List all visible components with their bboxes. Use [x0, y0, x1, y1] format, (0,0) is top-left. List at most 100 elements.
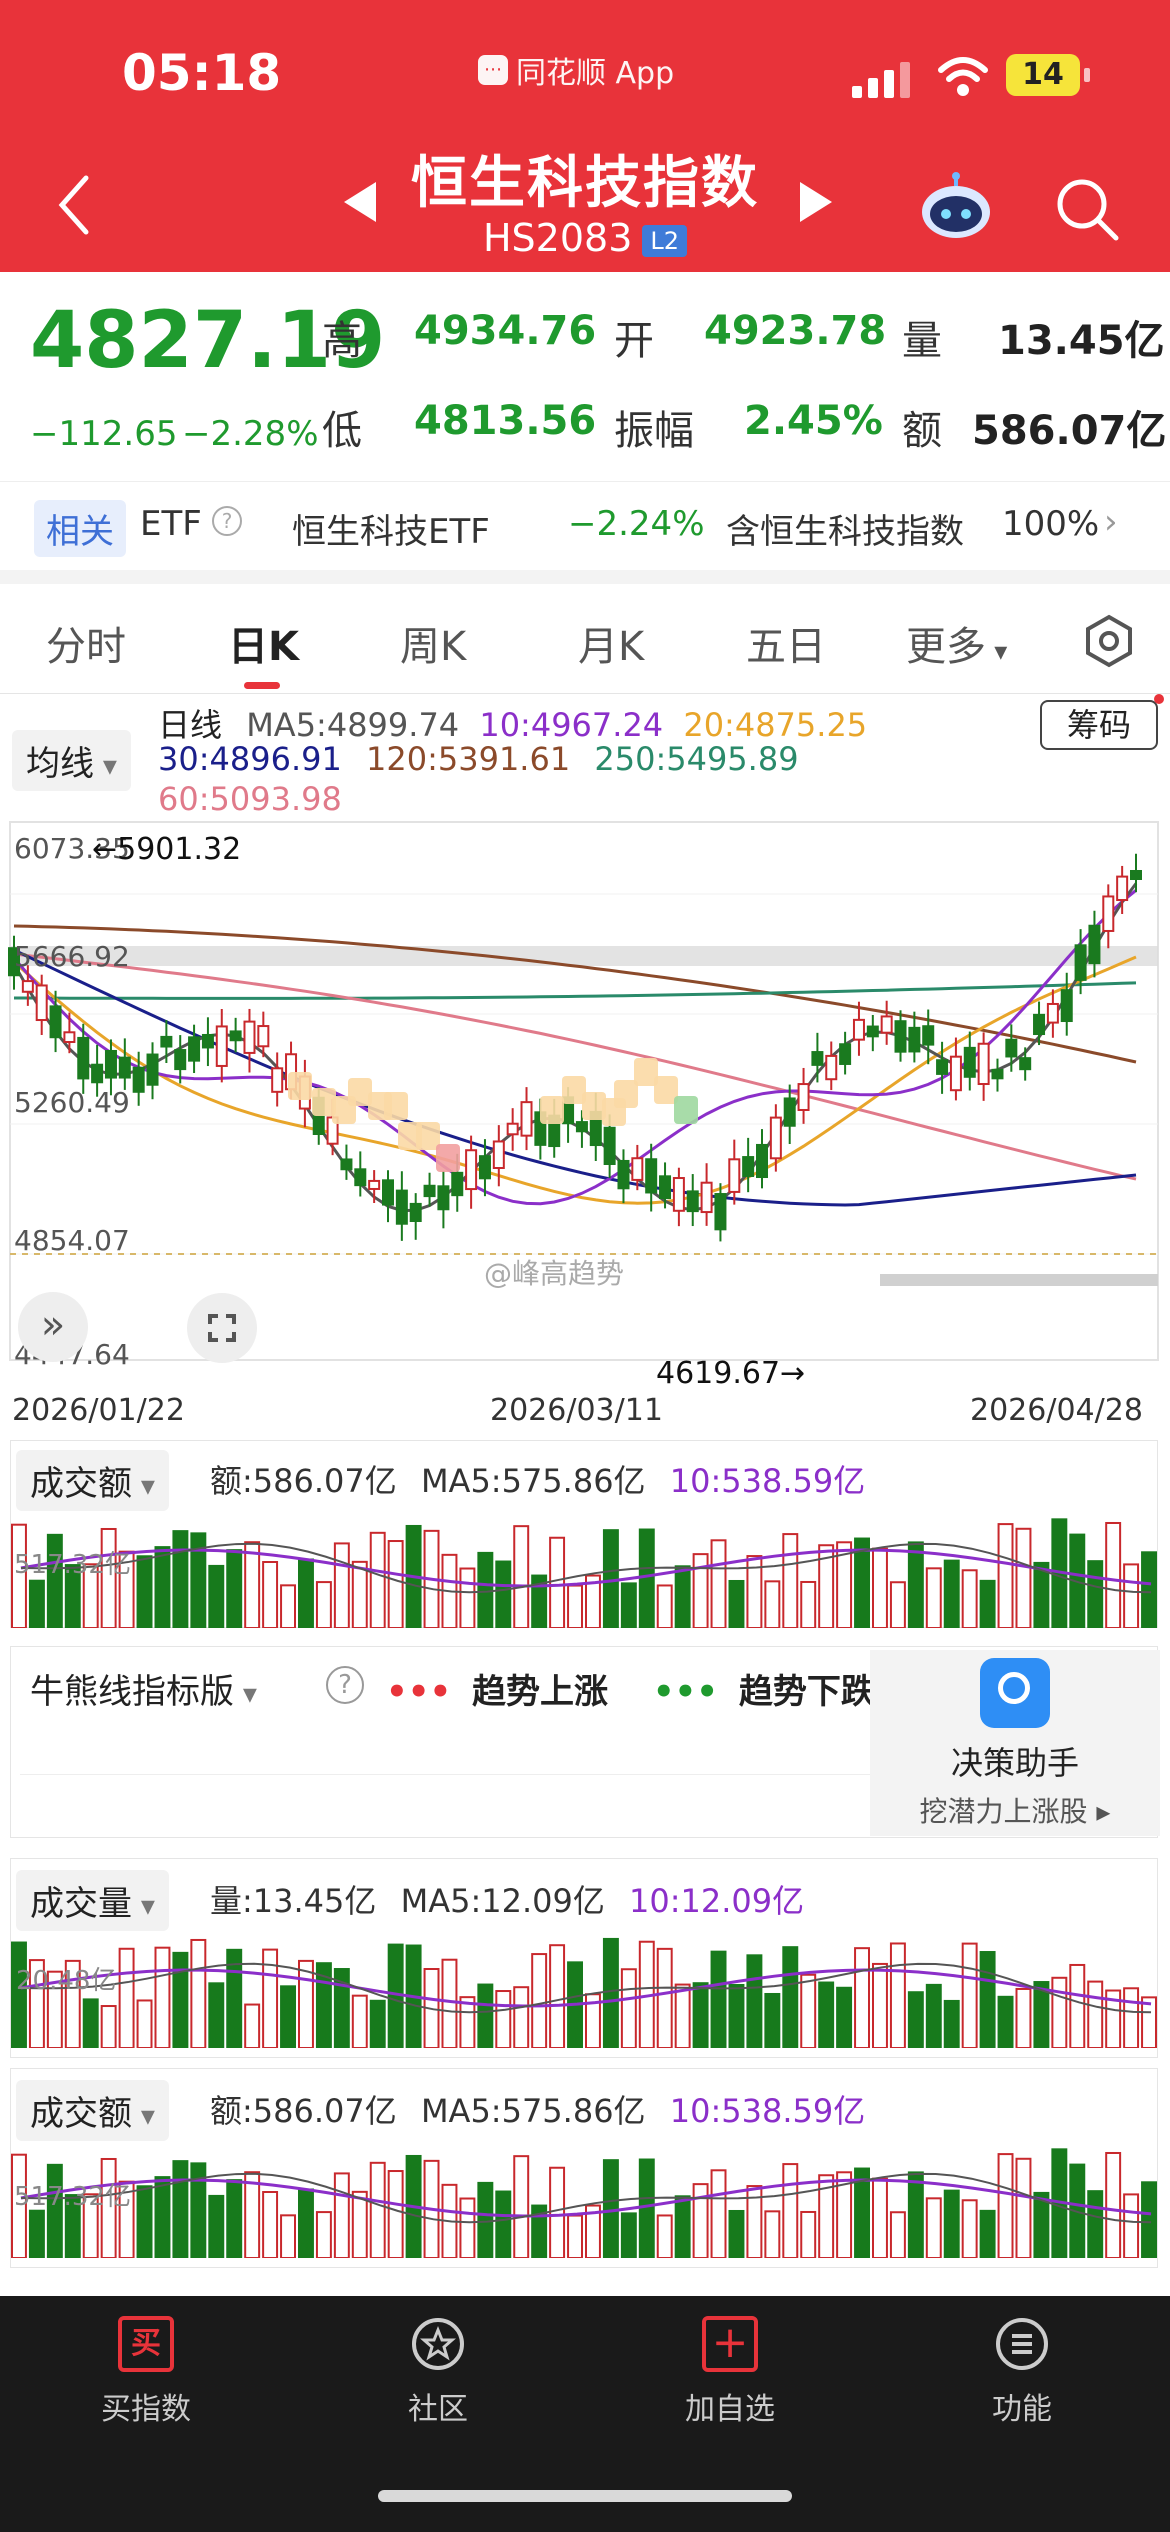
- ind3-axis-label: 517.32亿: [14, 2182, 131, 2212]
- candle-up: [769, 1116, 782, 1160]
- bar-down: [674, 1565, 691, 1628]
- etf-name[interactable]: 恒生科技ETF: [292, 512, 490, 552]
- bar-down: [298, 2188, 314, 2258]
- ind2-axis-label: 20.48亿: [16, 1966, 117, 1996]
- chart-tabs: 分时 日K 周K 月K 五日 更多 ▾: [0, 584, 1170, 694]
- bar-up: [333, 1542, 350, 1628]
- fullscreen-icon[interactable]: [186, 1292, 258, 1364]
- candle-down: [132, 1066, 145, 1093]
- chip-distribution-button[interactable]: 筹码: [1040, 700, 1158, 750]
- ma-selector[interactable]: 均线: [12, 730, 131, 791]
- tab-monthly-k[interactable]: 月K: [578, 624, 645, 670]
- candle-down: [839, 1043, 852, 1065]
- quote-panel: 4827.19 −112.65 −2.28% 高 4934.76 开 4923.…: [0, 272, 1170, 482]
- bar-down: [620, 2212, 637, 2258]
- candle-down: [991, 1068, 1004, 1080]
- nav-buy-index[interactable]: 买 买指数: [46, 2316, 246, 2428]
- tab-daily-k[interactable]: 日K: [228, 624, 299, 670]
- help-icon[interactable]: ?: [212, 506, 242, 536]
- bull-bear-selector[interactable]: 牛熊线指标版: [16, 1658, 271, 1719]
- bar-down: [28, 1579, 45, 1628]
- amount2-selector[interactable]: 成交额: [16, 2080, 169, 2141]
- ind3-ma5: MA5:575.86亿: [420, 2092, 646, 2130]
- related-etf-bar[interactable]: 相关 ETF ? 恒生科技ETF −2.24% 含恒生科技指数 100% ›: [0, 490, 1170, 562]
- kline-bands: [10, 946, 1158, 1286]
- signal-mark: [654, 1076, 678, 1104]
- bar-down: [172, 2160, 189, 2258]
- high-value: 4934.76: [414, 308, 597, 354]
- bull-bear-help-icon[interactable]: ?: [326, 1666, 364, 1704]
- signal-mark: [348, 1078, 372, 1106]
- resistance-band: [10, 946, 1158, 966]
- nav-add-watchlist[interactable]: + 加自选: [630, 2316, 830, 2428]
- ind2-ma5: MA5:12.09亿: [400, 1882, 605, 1920]
- bar-ma10-line: [20, 1968, 1152, 2008]
- candle-up: [243, 1020, 256, 1054]
- bar-up: [513, 2155, 530, 2258]
- candle-down: [437, 1185, 450, 1211]
- bar-up: [889, 1942, 906, 2048]
- candle-up: [215, 1025, 228, 1067]
- bar-up: [782, 2163, 799, 2258]
- nav-add-watch-label: 加自选: [685, 2392, 775, 2427]
- tab-five-day[interactable]: 五日: [746, 624, 826, 670]
- previous-index-icon[interactable]: [344, 182, 376, 222]
- bar-up: [1015, 1987, 1032, 2048]
- ma10-value: 10:4967.24: [479, 706, 664, 744]
- candle-down: [1088, 924, 1101, 965]
- next-index-icon[interactable]: [800, 182, 832, 222]
- bar-up: [1123, 1563, 1140, 1628]
- bar-down: [154, 1546, 171, 1628]
- bar-up: [782, 1533, 799, 1628]
- nav-functions[interactable]: 功能: [922, 2316, 1122, 2428]
- candle-down: [382, 1179, 394, 1206]
- bar-up: [872, 1547, 888, 1628]
- volume-indicator-panel: [10, 1858, 1158, 2058]
- signal-mark: [540, 1096, 564, 1124]
- candle-up: [63, 1031, 76, 1043]
- app-name-pill[interactable]: ⋯ 同花顺 App: [478, 48, 674, 92]
- bar-up: [746, 2185, 763, 2258]
- bar-down: [315, 1962, 332, 2048]
- search-icon[interactable]: [1052, 174, 1122, 244]
- tab-weekly-k[interactable]: 周K: [400, 624, 467, 670]
- volume-label: 量: [902, 318, 942, 364]
- ma120-line: [13, 924, 1137, 1064]
- candle-down: [201, 1033, 214, 1049]
- wifi-icon: [938, 57, 988, 96]
- bar-up: [369, 2161, 386, 2258]
- signal-mark: [416, 1122, 440, 1150]
- nav-buy-label: 买指数: [101, 2392, 191, 2427]
- bar-down: [907, 1541, 924, 1628]
- expand-double-chevron-icon[interactable]: »: [18, 1292, 88, 1362]
- kline-chart[interactable]: [0, 694, 1170, 1394]
- bar-up: [567, 2214, 583, 2258]
- battery-indicator: 14: [1006, 54, 1090, 96]
- bar-down: [728, 2209, 745, 2258]
- amount-selector[interactable]: 成交额: [16, 1450, 169, 1511]
- tab-intraday[interactable]: 分时: [46, 624, 126, 670]
- bar-down: [226, 1549, 243, 1628]
- tab-more[interactable]: 更多 ▾: [906, 624, 1008, 670]
- bar-up: [961, 1942, 978, 2048]
- assistant-robot-icon[interactable]: [916, 172, 996, 242]
- nav-community[interactable]: 社区: [338, 2316, 538, 2428]
- bar-up: [351, 1994, 368, 2048]
- bar-down: [298, 1558, 314, 1628]
- amount-label: 额: [902, 408, 942, 454]
- settings-hexagon-icon[interactable]: [1082, 614, 1136, 668]
- notification-dot: [1154, 694, 1164, 704]
- bar-down: [620, 1582, 637, 1628]
- candle-down: [340, 1158, 353, 1171]
- bar-up: [710, 2169, 727, 2258]
- bar-up: [764, 1580, 781, 1628]
- back-arrow-icon[interactable]: [50, 170, 100, 240]
- bar-up: [531, 1953, 548, 2048]
- chevron-right-icon[interactable]: ›: [1104, 502, 1118, 542]
- candle-up: [1046, 1002, 1059, 1024]
- decision-assistant[interactable]: 决策助手 挖潜力上涨股 ▸: [870, 1650, 1160, 1836]
- amount-bars-chart: [11, 1518, 1157, 1628]
- volume-selector[interactable]: 成交量: [16, 1870, 169, 1931]
- bar-down: [64, 2194, 81, 2258]
- bar-down: [782, 1946, 799, 2048]
